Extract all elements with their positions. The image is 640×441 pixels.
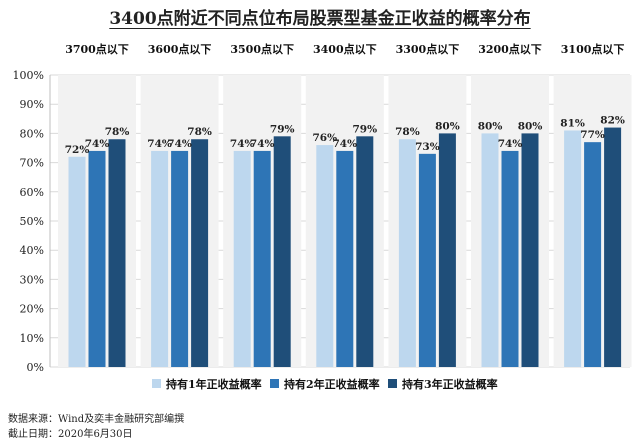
data-label: 80% [435,120,460,132]
bar [273,136,291,367]
data-label: 74% [250,138,275,150]
category-label: 3400点以下 [313,42,377,56]
bar [564,130,582,367]
legend-label: 持有3年正收益概率 [402,377,498,391]
category-label: 3200点以下 [478,42,542,56]
legend-swatch [152,379,161,388]
legend-swatch [270,379,279,388]
data-label: 74% [147,138,172,150]
bar [336,150,354,367]
legend-label: 持有1年正收益概率 [166,377,262,391]
y-tick-label: 0% [27,361,44,374]
bar [68,156,86,367]
y-tick-label: 50% [20,215,44,228]
data-label: 77% [580,129,605,141]
date-note: 截止日期：2020年6月30日 [8,429,133,440]
data-label: 81% [560,117,585,129]
data-label: 74% [167,138,192,150]
legend-label: 持有2年正收益概率 [284,377,380,391]
bar [398,139,416,367]
category-labels: 3700点以下 3600点以下 3500点以下 3400点以下 3300点以下 3200点… [65,42,624,56]
bar [316,145,334,367]
bar [88,150,106,367]
category-label: 3100点以下 [561,42,625,56]
bar [521,133,539,367]
data-label: 79% [353,123,378,135]
y-tick-label: 80% [20,127,44,140]
bar [253,150,271,367]
y-tick-label: 20% [20,303,44,316]
bar [604,127,622,367]
category-label: 3600点以下 [148,42,212,56]
bar [418,153,436,367]
data-label: 78% [187,126,212,138]
data-label: 80% [518,120,543,132]
data-label: 79% [270,123,295,135]
data-label: 82% [600,115,625,127]
data-label: 74% [85,138,110,150]
category-label: 3700点以下 [65,42,129,56]
legend-swatch [388,379,397,388]
bar [584,142,602,367]
chart-title: 3400点附近不同点位布局股票型基金正收益的概率分布 [109,9,531,29]
data-label: 72% [65,144,90,156]
data-label: 73% [415,141,440,153]
bar [151,150,169,367]
data-label: 74% [230,138,255,150]
bar [501,150,519,367]
bar [481,133,499,367]
data-label: 78% [105,126,130,138]
y-tick-label: 70% [20,157,44,170]
bar [108,139,126,367]
y-tick-label: 90% [20,98,44,111]
y-tick-label: 30% [20,273,44,286]
data-label: 74% [333,138,358,150]
y-axis: 0% 10% 20% 30% 40% 50% 60% 70% 80% 90% 100% [13,69,51,374]
y-tick-label: 40% [20,244,44,257]
category-label: 3300点以下 [396,42,460,56]
data-label: 74% [498,138,523,150]
category-label: 3500点以下 [230,42,294,56]
bar [191,139,209,367]
source-note: 数据来源：Wind及奕丰金融研究部编撰 [8,414,185,425]
data-label: 76% [313,132,338,144]
bar [356,136,374,367]
data-label: 78% [395,126,420,138]
y-tick-label: 60% [20,186,44,199]
bar [171,150,189,367]
data-label: 80% [478,120,503,132]
data-labels: 72%74%78%74%74%78%74%74%79%76%74%79% 78%7… [65,115,625,156]
bar [233,150,251,367]
legend: 持有1年正收益概率 持有2年正收益概率 持有3年正收益概率 [152,377,498,391]
bar [438,133,456,367]
y-tick-label: 10% [20,332,44,345]
bars [68,127,622,367]
y-tick-label: 100% [13,69,44,82]
